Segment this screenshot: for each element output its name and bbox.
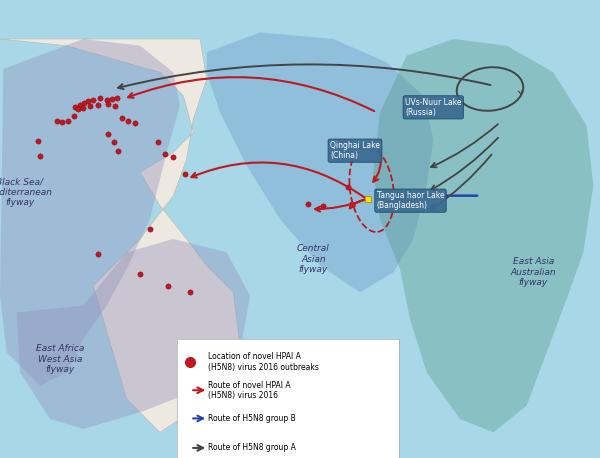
Polygon shape <box>0 39 180 386</box>
FancyArrowPatch shape <box>191 163 364 197</box>
FancyArrowPatch shape <box>392 193 477 198</box>
Text: Location of novel HPAI A
(H5N8) virus 2016 outbreaks: Location of novel HPAI A (H5N8) virus 20… <box>208 352 319 372</box>
Text: Tangua haor Lake
(Bangladesh): Tangua haor Lake (Bangladesh) <box>377 191 444 210</box>
FancyArrowPatch shape <box>518 90 522 95</box>
Text: UVs-Nuur Lake
(Russia): UVs-Nuur Lake (Russia) <box>405 98 461 117</box>
Polygon shape <box>373 39 593 432</box>
Text: Route of novel HPAI A
(H5N8) virus 2016: Route of novel HPAI A (H5N8) virus 2016 <box>208 381 291 400</box>
FancyArrowPatch shape <box>431 138 498 190</box>
FancyArrowPatch shape <box>431 124 498 167</box>
FancyArrowPatch shape <box>118 65 491 89</box>
FancyArrowPatch shape <box>373 152 381 182</box>
FancyArrowPatch shape <box>431 154 491 210</box>
Text: Route of H5N8 group B: Route of H5N8 group B <box>208 414 296 423</box>
Text: Route of H5N8 group A: Route of H5N8 group A <box>208 443 296 453</box>
Text: East Africa
West Asia
flyway: East Africa West Asia flyway <box>36 344 84 374</box>
FancyArrowPatch shape <box>315 200 364 212</box>
Text: Qinghai Lake
(China): Qinghai Lake (China) <box>330 141 380 160</box>
Text: Central
Asian
flyway: Central Asian flyway <box>297 244 330 274</box>
FancyArrowPatch shape <box>128 77 374 111</box>
Polygon shape <box>206 33 433 292</box>
FancyArrowPatch shape <box>350 200 364 208</box>
Text: Black Sea/
Mediterranean
flyway: Black Sea/ Mediterranean flyway <box>0 177 53 207</box>
Text: East Asia
Australian
flyway: East Asia Australian flyway <box>511 257 556 287</box>
Polygon shape <box>17 239 250 429</box>
Polygon shape <box>0 39 240 432</box>
